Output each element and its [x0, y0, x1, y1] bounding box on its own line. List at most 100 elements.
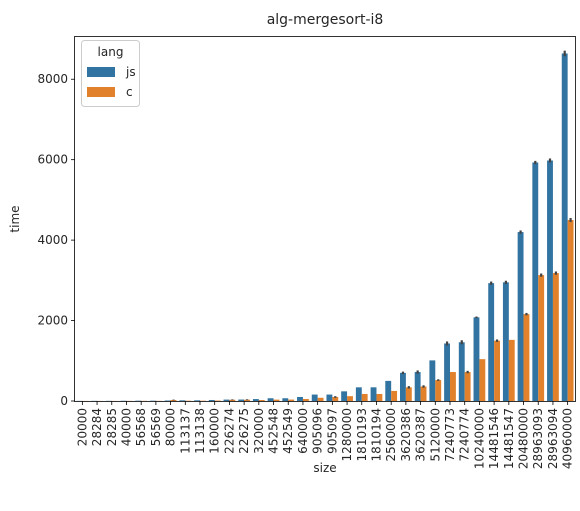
x-tick-label-28963094: 28963094: [546, 408, 560, 469]
x-tick-label-28285: 28285: [105, 408, 119, 446]
y-tick-label-8000: 8000: [37, 72, 68, 86]
bar-js-7240773: [444, 343, 450, 401]
bar-js-40960000: [561, 53, 568, 402]
plot-frame: [74, 36, 576, 402]
legend-label-c: c: [126, 85, 133, 99]
x-tick-label-226275: 226275: [237, 408, 251, 454]
bar-c-320000: [258, 400, 265, 401]
y-tick-label-6000: 6000: [37, 153, 68, 167]
bar-c-452548: [273, 399, 280, 401]
x-tick-label-20000: 20000: [75, 408, 89, 446]
bar-js-5120000: [429, 360, 436, 401]
x-tick-label-320000: 320000: [252, 408, 266, 454]
x-tick-label-113138: 113138: [193, 408, 207, 454]
y-tick-label-0: 0: [60, 394, 68, 408]
bar-c-2560000: [391, 390, 398, 401]
bar-c-10240000: [479, 359, 486, 401]
x-tick-label-3620386: 3620386: [399, 408, 413, 461]
x-tick-label-905097: 905097: [325, 408, 339, 454]
x-tick-label-40960000: 40960000: [561, 408, 575, 469]
bar-js-3620386: [400, 372, 406, 401]
bar-js-1280000: [341, 391, 348, 401]
bars-group: [76, 50, 574, 402]
y-ticks-group: 0 2000 4000 6000 8000: [37, 72, 75, 408]
bar-js-160000: [208, 399, 215, 401]
bar-c-5120000: [435, 380, 442, 401]
x-tick-label-5120000: 5120000: [428, 408, 442, 461]
x-tick-label-1810193: 1810193: [355, 408, 369, 461]
bar-c-3620387: [420, 386, 427, 401]
x-tick-label-10240000: 10240000: [472, 408, 486, 469]
bar-js-320000: [252, 399, 259, 401]
x-tick-label-14481547: 14481547: [502, 408, 516, 469]
bar-c-1810193: [361, 393, 368, 401]
legend-label-js: js: [125, 65, 136, 79]
bar-js-226274: [223, 399, 230, 401]
legend-title: lang: [98, 45, 124, 59]
bar-js-20480000: [517, 232, 524, 401]
x-ticks-group: 20000 28284 28285 40000 56568 56569 80000 11313…: [75, 401, 575, 469]
bar-c-20480000: [523, 314, 530, 401]
x-tick-label-20480000: 20480000: [517, 408, 531, 469]
bar-js-28963094: [547, 160, 553, 401]
x-tick-label-80000: 80000: [164, 408, 178, 446]
x-tick-label-452548: 452548: [267, 408, 281, 454]
x-tick-label-7240774: 7240774: [458, 408, 472, 461]
y-tick-label-4000: 4000: [37, 233, 68, 247]
bar-js-3620387: [414, 372, 421, 401]
legend-swatch-c: [87, 87, 115, 97]
bar-js-905097: [326, 394, 333, 401]
y-tick-label-2000: 2000: [37, 314, 68, 328]
bar-c-28963094: [552, 273, 559, 401]
bar-c-1280000: [347, 396, 353, 401]
bar-js-640000: [297, 396, 303, 401]
bar-js-452549: [282, 398, 289, 401]
bar-c-14481546: [494, 340, 500, 401]
x-tick-label-905096: 905096: [311, 408, 325, 454]
x-tick-label-226274: 226274: [222, 408, 236, 454]
x-tick-label-2560000: 2560000: [384, 408, 398, 461]
x-tick-label-14481546: 14481546: [487, 408, 501, 469]
x-tick-label-56568: 56568: [134, 408, 148, 446]
bar-js-905096: [311, 394, 318, 401]
bar-js-452548: [267, 398, 274, 401]
bar-c-14481547: [508, 339, 515, 401]
x-tick-label-56569: 56569: [149, 408, 163, 446]
bar-js-28963093: [532, 162, 539, 401]
bar-c-905097: [332, 396, 339, 401]
bar-js-113138: [194, 400, 200, 401]
x-tick-label-28284: 28284: [90, 408, 104, 446]
bar-c-40960000: [567, 220, 574, 401]
bar-c-7240774: [464, 372, 471, 401]
x-tick-label-7240773: 7240773: [443, 408, 457, 461]
legend-swatch-js: [87, 67, 115, 77]
x-tick-label-452549: 452549: [281, 408, 295, 454]
bar-js-14481547: [502, 282, 509, 401]
legend[interactable]: lang js c: [81, 40, 140, 107]
bar-c-226275: [244, 399, 250, 401]
x-tick-label-28963093: 28963093: [531, 408, 545, 469]
bar-c-3620386: [405, 387, 412, 401]
bar-c-905096: [317, 397, 324, 401]
chart-title: alg-mergesort-i8: [267, 12, 384, 28]
x-tick-label-1280000: 1280000: [340, 408, 354, 461]
x-tick-label-1810194: 1810194: [369, 408, 383, 461]
x-tick-label-160000: 160000: [208, 408, 222, 454]
bar-c-28963093: [538, 275, 545, 401]
bar-js-14481546: [488, 283, 495, 401]
bar-c-452549: [288, 399, 295, 401]
x-axis-label: size: [313, 461, 336, 475]
bar-js-226275: [238, 399, 245, 401]
bar-c-640000: [302, 398, 309, 401]
x-tick-label-640000: 640000: [296, 408, 310, 454]
x-tick-label-113137: 113137: [178, 408, 192, 454]
bar-c-80000: [170, 399, 177, 401]
bar-js-113137: [179, 400, 186, 401]
bar-js-2560000: [385, 380, 392, 401]
x-tick-label-40000: 40000: [119, 408, 133, 446]
bar-c-1810194: [376, 393, 383, 401]
y-axis-label: time: [8, 205, 22, 232]
bar-js-10240000: [473, 317, 480, 401]
bar-c-226274: [229, 399, 236, 401]
